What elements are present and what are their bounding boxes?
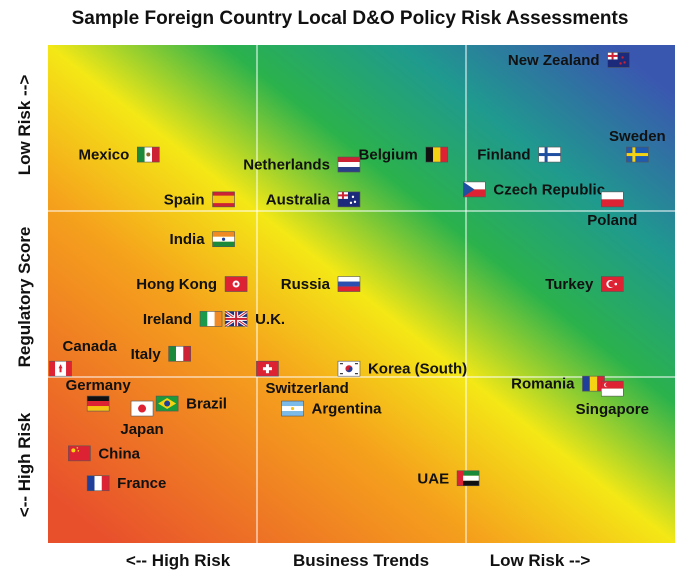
point-label: Switzerland xyxy=(265,380,348,397)
point-label: Netherlands xyxy=(243,157,330,174)
data-point: China xyxy=(68,445,141,462)
data-point: Argentina xyxy=(281,400,383,418)
data-point: Sweden xyxy=(609,128,666,163)
data-point: Korea (South) xyxy=(337,360,467,378)
data-point: India xyxy=(170,231,235,248)
chart-title: Sample Foreign Country Local D&O Policy … xyxy=(71,8,629,29)
nz-flag xyxy=(607,52,630,68)
point-label: Romania xyxy=(511,376,575,393)
data-point: Italy xyxy=(131,346,191,363)
x-axis-high-label: Low Risk --> xyxy=(490,551,591,570)
switzerland-flag xyxy=(256,360,279,377)
data-point: Australia xyxy=(266,191,361,208)
spain-flag xyxy=(212,191,235,208)
data-point: New Zealand xyxy=(508,52,630,69)
y-axis-high-label: Low Risk --> xyxy=(15,75,34,176)
point-label: China xyxy=(98,445,140,462)
point-label: Turkey xyxy=(545,276,594,293)
y-axis-low-label: <-- High Risk xyxy=(15,412,34,517)
china-flag xyxy=(68,445,91,462)
korea-flag xyxy=(337,360,361,377)
data-point: Poland xyxy=(587,191,637,229)
australia-flag xyxy=(337,191,361,208)
point-label: Germany xyxy=(66,377,132,394)
point-label: France xyxy=(117,475,166,492)
netherlands-flag xyxy=(337,156,361,173)
data-point: Japan xyxy=(120,400,164,438)
poland-flag xyxy=(600,191,624,208)
plot-background xyxy=(48,45,675,543)
data-point: Belgium xyxy=(359,146,449,164)
point-label: U.K. xyxy=(255,311,285,328)
france-flag xyxy=(86,475,110,492)
data-point: Brazil xyxy=(155,395,227,413)
hongkong-flag xyxy=(224,276,248,292)
ireland-flag xyxy=(199,311,223,327)
x-axis-title: Business Trends xyxy=(293,551,429,570)
data-point: Mexico xyxy=(78,146,160,164)
point-label: Argentina xyxy=(312,401,383,418)
point-label: Japan xyxy=(120,421,163,438)
point-label: UAE xyxy=(417,470,449,487)
mexico-flag xyxy=(137,146,160,163)
data-point: Hong Kong xyxy=(136,276,248,293)
brazil-flag xyxy=(155,395,179,412)
italy-flag xyxy=(168,345,191,362)
point-label: India xyxy=(170,231,206,248)
point-label: Hong Kong xyxy=(136,276,217,293)
point-label: Czech Republic xyxy=(493,181,605,198)
sweden-flag xyxy=(626,146,649,163)
data-point: Romania xyxy=(511,376,605,393)
point-label: New Zealand xyxy=(508,52,600,69)
turkey-flag xyxy=(600,276,624,292)
data-point: Ireland xyxy=(143,311,223,328)
uk-flag xyxy=(224,310,248,328)
germany-flag xyxy=(86,395,110,412)
point-label: Australia xyxy=(266,191,331,208)
point-label: Brazil xyxy=(186,396,227,413)
russia-flag xyxy=(337,276,361,292)
data-point: Finland xyxy=(477,146,561,164)
point-label: Singapore xyxy=(576,401,649,418)
x-axis-low-label: <-- High Risk xyxy=(126,551,231,570)
point-label: Poland xyxy=(587,212,637,229)
belgium-flag xyxy=(425,146,449,163)
data-point: Spain xyxy=(164,191,235,208)
grid-lines xyxy=(48,45,675,543)
point-label: Canada xyxy=(63,338,118,355)
data-point: France xyxy=(86,475,166,492)
japan-flag xyxy=(130,400,154,417)
uae-flag xyxy=(456,470,480,487)
data-point: Singapore xyxy=(576,380,649,418)
singapore-flag xyxy=(600,380,624,397)
finland-flag xyxy=(538,146,561,163)
data-point: Russia xyxy=(281,276,361,293)
point-label: Russia xyxy=(281,276,331,293)
point-label: Ireland xyxy=(143,311,192,328)
data-point: Turkey xyxy=(545,276,624,293)
data-point: Switzerland xyxy=(256,360,349,397)
data-point: Germany xyxy=(66,377,132,412)
point-label: Mexico xyxy=(78,147,129,164)
data-points: New Zealand Sweden Mexico Belgium Finland Net… xyxy=(49,52,666,492)
data-point: Netherlands xyxy=(243,156,361,174)
canada-flag xyxy=(49,360,72,377)
data-point: U.K. xyxy=(224,310,285,328)
point-label: Korea (South) xyxy=(368,361,467,378)
data-point: UAE xyxy=(417,470,480,487)
argentina-flag xyxy=(281,400,304,417)
point-label: Sweden xyxy=(609,128,666,145)
czech-flag xyxy=(463,181,486,198)
y-axis-title: Regulatory Score xyxy=(15,227,34,368)
point-label: Spain xyxy=(164,191,205,208)
data-point: Czech Republic xyxy=(463,181,605,198)
point-label: Finland xyxy=(477,147,530,164)
point-label: Italy xyxy=(131,346,162,363)
india-flag xyxy=(212,231,235,248)
data-point: Canada xyxy=(49,338,118,377)
point-label: Belgium xyxy=(359,147,418,164)
